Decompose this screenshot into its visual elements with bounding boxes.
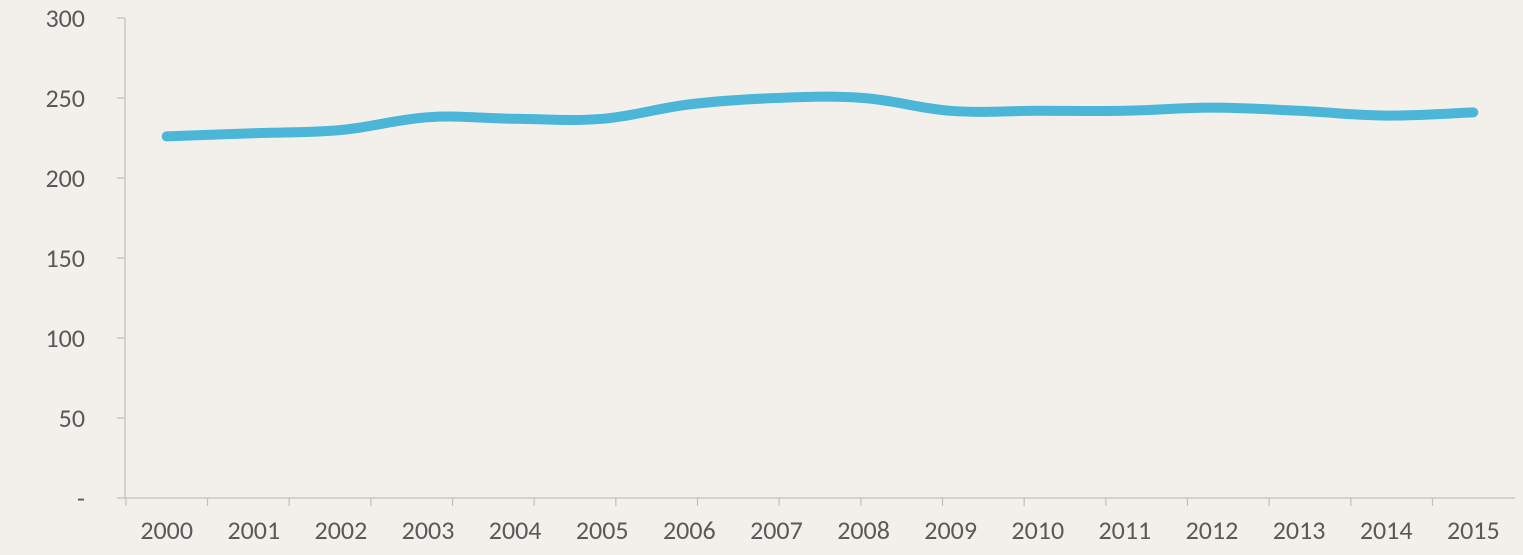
y-axis-labels: -50100150200250300 xyxy=(0,18,85,498)
x-tick-label: 2000 xyxy=(140,514,193,546)
x-tick-label: 2002 xyxy=(315,514,368,546)
y-tick-label: 50 xyxy=(0,402,85,434)
x-tick-label: 2010 xyxy=(1011,514,1064,546)
y-tick-label: 300 xyxy=(0,2,85,34)
y-tick-label: 200 xyxy=(0,162,85,194)
chart-svg xyxy=(125,18,1515,498)
x-tick-label: 2003 xyxy=(402,514,455,546)
x-tick-label: 2005 xyxy=(576,514,629,546)
y-tick-label: 150 xyxy=(0,242,85,274)
x-tick-label: 2011 xyxy=(1099,514,1152,546)
x-tick-label: 2012 xyxy=(1186,514,1239,546)
x-tick-label: 2006 xyxy=(663,514,716,546)
plot-area xyxy=(125,18,1515,498)
x-tick-label: 2014 xyxy=(1360,514,1413,546)
line-chart: -50100150200250300 200020012002200320042… xyxy=(0,0,1523,555)
x-tick-label: 2015 xyxy=(1447,514,1500,546)
x-tick-label: 2013 xyxy=(1273,514,1326,546)
x-axis-labels: 2000 2001 2002 2003 2004 2005 2006 2007 2008 2009… xyxy=(125,514,1515,550)
x-tick-label: 2008 xyxy=(837,514,890,546)
y-tick-label: - xyxy=(0,482,85,514)
x-tick-label: 2009 xyxy=(924,514,977,546)
y-tick-label: 100 xyxy=(0,322,85,354)
x-tick-label: 2004 xyxy=(489,514,542,546)
x-tick-label: 2001 xyxy=(227,514,280,546)
y-tick-label: 250 xyxy=(0,82,85,114)
x-tick-label: 2007 xyxy=(750,514,803,546)
